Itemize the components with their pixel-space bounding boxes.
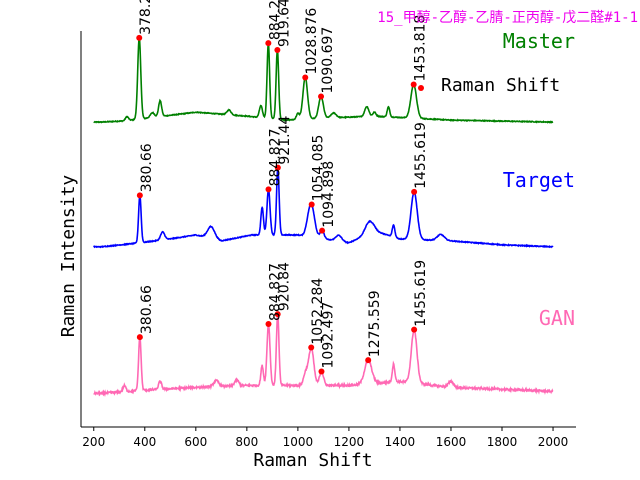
peak-markers <box>136 34 418 375</box>
peak-marker <box>274 46 281 53</box>
peak-marker <box>411 188 418 195</box>
y-axis-title: Raman Intensity <box>58 175 79 338</box>
peak-label: 380.66 <box>139 285 155 334</box>
peak-label: 1094.898 <box>321 161 337 228</box>
x-tick-label: 2000 <box>538 435 569 449</box>
legend-marker <box>418 85 424 91</box>
peak-label: 1028.876 <box>304 8 320 75</box>
peak-marker <box>274 164 281 171</box>
x-tick-label: 200 <box>82 435 105 449</box>
peak-marker <box>302 74 309 81</box>
series-name-target: Target <box>503 168 575 192</box>
chart-title: 15_甲醇-乙醇-乙腈-正丙醇-戊二醛#1-1 <box>377 9 638 26</box>
peak-label: 1092.497 <box>321 302 337 369</box>
legend: Raman Shift <box>418 75 560 96</box>
series-name-master: Master <box>503 29 575 53</box>
peak-marker <box>136 192 143 199</box>
peak-label: 1453.818 <box>413 15 429 82</box>
peak-label: 1090.697 <box>320 27 336 94</box>
peak-marker <box>265 186 272 193</box>
peak-label: 380.66 <box>139 143 155 192</box>
x-tick-label: 1200 <box>334 435 365 449</box>
x-tick-label: 400 <box>133 435 156 449</box>
peak-label: 378.259 <box>138 0 154 35</box>
peak-label: 1054.085 <box>311 135 327 202</box>
peak-marker <box>136 34 143 41</box>
series-line-master <box>93 37 554 124</box>
peak-marker <box>318 368 325 375</box>
peak-marker <box>308 201 315 208</box>
x-tick-label: 800 <box>235 435 258 449</box>
peak-label: 884.827 <box>268 128 284 186</box>
peak-marker <box>318 93 325 100</box>
peak-label: 884.227 <box>267 0 283 40</box>
peak-marker <box>265 40 272 47</box>
peak-marker <box>136 334 143 341</box>
peak-label: 921.44 <box>277 116 293 165</box>
x-tick-label: 1600 <box>436 435 467 449</box>
x-tick-label: 600 <box>184 435 207 449</box>
x-tick-label: 1400 <box>385 435 416 449</box>
axes <box>80 31 576 428</box>
peak-label: 920.84 <box>277 262 293 311</box>
series-name-gan: GAN <box>539 306 575 330</box>
x-ticks: 200 400 600 800 1000 1200 1400 1600 1800 2000 <box>82 427 568 449</box>
x-tick-label: 1800 <box>487 435 518 449</box>
legend-label: Raman Shift <box>441 75 560 96</box>
peak-marker <box>319 227 326 234</box>
peak-label: 919.64 <box>276 0 292 47</box>
peak-marker <box>365 357 372 364</box>
peak-marker <box>274 311 281 318</box>
x-axis-title: Raman Shift <box>253 450 372 471</box>
peak-marker <box>411 326 418 333</box>
peak-label: 1052.284 <box>310 278 326 345</box>
series-line-gan <box>93 314 554 398</box>
peak-label: 1455.619 <box>413 260 429 327</box>
peak-label: 1275.559 <box>367 290 383 357</box>
peak-label: 884.827 <box>268 263 284 321</box>
peak-marker <box>410 81 417 88</box>
peak-marker <box>265 321 272 328</box>
x-tick-label: 1000 <box>283 435 314 449</box>
peak-label: 1455.619 <box>413 122 429 189</box>
series-names: Master Target GAN <box>503 29 575 330</box>
peak-marker <box>308 344 315 351</box>
